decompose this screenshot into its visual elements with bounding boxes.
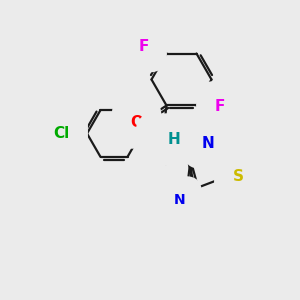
Text: N: N [202, 136, 214, 151]
Text: F: F [214, 100, 225, 115]
Text: N: N [154, 132, 167, 147]
Text: N: N [174, 193, 185, 207]
Text: Cl: Cl [53, 126, 70, 141]
Text: H: H [168, 132, 181, 147]
Text: O: O [130, 116, 143, 130]
Text: S: S [232, 169, 243, 184]
Text: F: F [138, 39, 148, 54]
